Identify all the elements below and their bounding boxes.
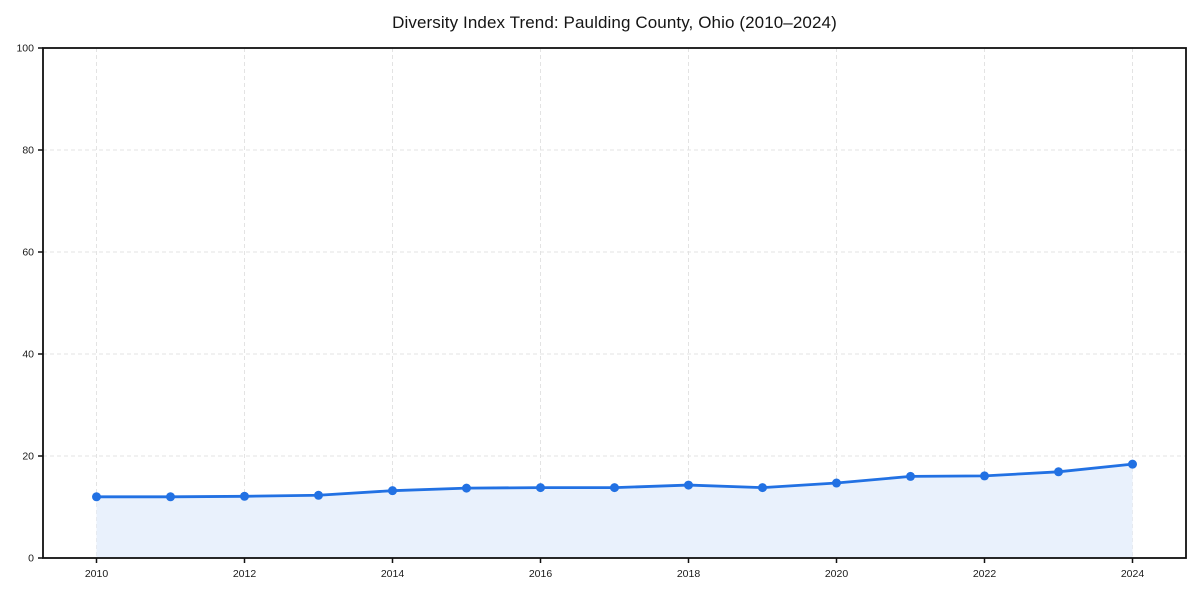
x-tick-label: 2022 [973, 568, 997, 580]
area-fill [96, 464, 1133, 558]
data-point-2018 [684, 480, 693, 490]
x-tick-label: 2018 [677, 568, 701, 580]
data-point-2021 [906, 471, 915, 481]
data-point-2010 [92, 492, 101, 502]
data-point-2022 [980, 471, 989, 481]
data-point-2019 [758, 483, 767, 493]
data-point-2017 [610, 483, 619, 493]
y-tick-label: 60 [22, 247, 34, 259]
x-tick-label: 2014 [381, 568, 405, 580]
data-point-2024 [1128, 459, 1137, 469]
data-point-2013 [314, 490, 323, 500]
data-point-2020 [832, 478, 841, 488]
x-tick-label: 2012 [233, 568, 257, 580]
x-tick-label: 2010 [85, 568, 109, 580]
data-point-2012 [240, 491, 249, 501]
y-tick-label: 20 [22, 451, 34, 463]
data-point-2023 [1054, 467, 1063, 477]
x-tick-label: 2024 [1121, 568, 1145, 580]
y-tick-label: 80 [22, 145, 34, 157]
x-tick-label: 2016 [529, 568, 553, 580]
data-point-2015 [462, 483, 471, 493]
y-tick-label: 40 [22, 349, 34, 361]
data-point-2011 [166, 492, 175, 502]
y-tick-label: 0 [28, 553, 34, 565]
data-point-2014 [388, 486, 397, 496]
plot-border [42, 47, 1187, 559]
data-point-2016 [536, 483, 545, 493]
x-tick-label: 2020 [825, 568, 849, 580]
y-tick-label: 100 [16, 43, 34, 55]
chart-title: Diversity Index Trend: Paulding County, … [392, 13, 837, 32]
